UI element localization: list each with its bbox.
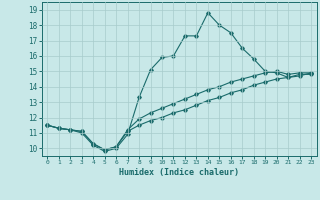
X-axis label: Humidex (Indice chaleur): Humidex (Indice chaleur) [119, 168, 239, 177]
